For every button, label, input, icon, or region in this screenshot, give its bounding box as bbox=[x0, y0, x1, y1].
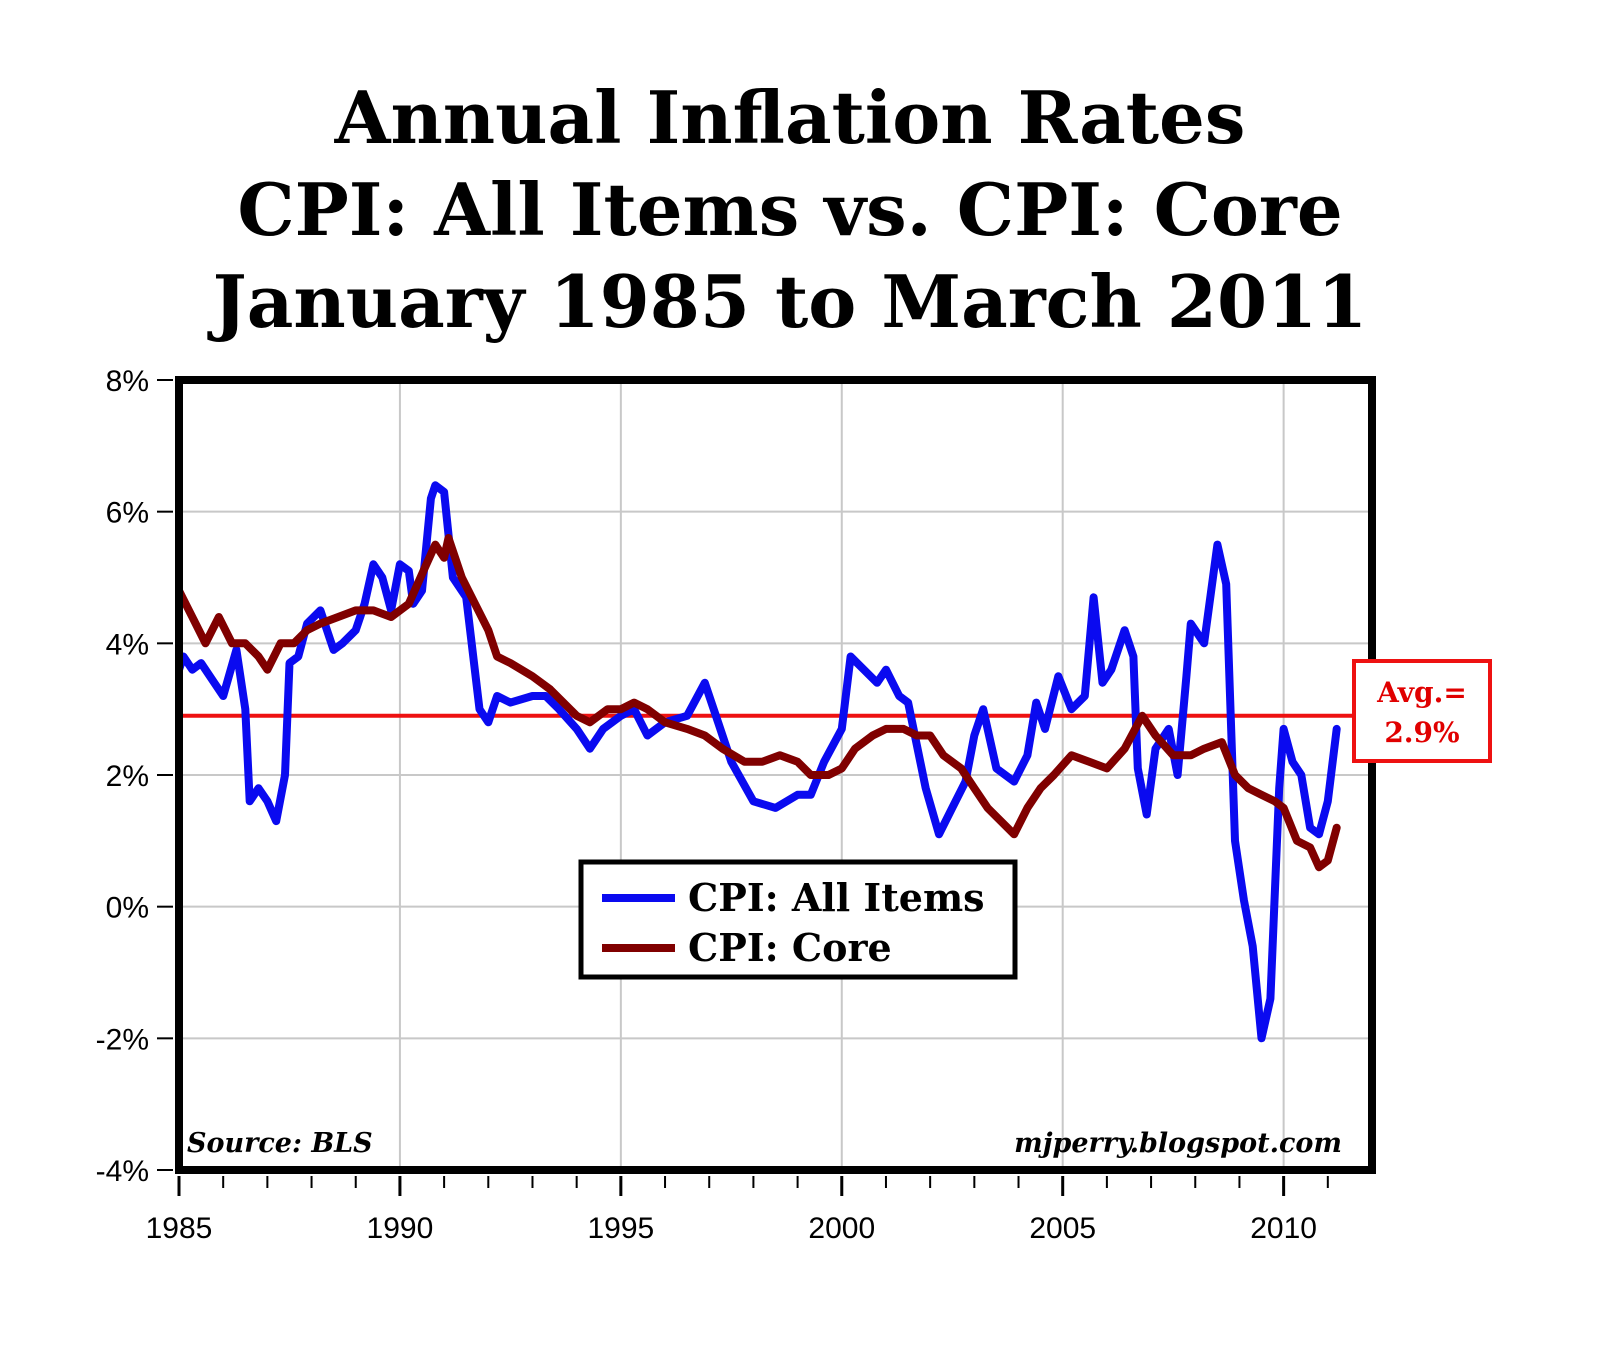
legend: CPI: All Items CPI: Core bbox=[578, 859, 1018, 980]
chart-title-line1: Annual Inflation Rates bbox=[334, 75, 1246, 160]
x-tick-label: 1985 bbox=[146, 1212, 213, 1245]
average-label: Avg.= bbox=[1376, 676, 1467, 709]
credit-note: mjperry.blogspot.com bbox=[1014, 1128, 1342, 1159]
y-tick-label: 2% bbox=[106, 760, 149, 793]
x-tick-label: 2005 bbox=[1029, 1212, 1096, 1245]
x-tick-label: 1995 bbox=[587, 1212, 654, 1245]
average-value: 2.9% bbox=[1384, 716, 1459, 749]
plot-frame bbox=[175, 376, 1376, 1174]
y-tick-label: 6% bbox=[106, 497, 149, 530]
x-tick-label: 1990 bbox=[367, 1212, 434, 1245]
series-line-all-items bbox=[175, 481, 1341, 1043]
y-tick-label: 4% bbox=[106, 628, 149, 661]
chart-title-line2: CPI: All Items vs. CPI: Core bbox=[237, 167, 1343, 252]
x-tick-label: 2000 bbox=[808, 1212, 875, 1245]
legend-label: CPI: All Items bbox=[688, 875, 985, 920]
legend-box bbox=[578, 859, 1018, 980]
y-tick-label: 8% bbox=[106, 365, 149, 398]
series-line-core bbox=[175, 534, 1341, 872]
average-box bbox=[1352, 659, 1492, 763]
average-annotation: Avg.= 2.9% bbox=[1352, 659, 1492, 763]
y-tick-label: -2% bbox=[96, 1023, 149, 1056]
legend-label: CPI: Core bbox=[688, 925, 892, 970]
y-tick-label: 0% bbox=[106, 892, 149, 925]
source-note: Source: BLS bbox=[187, 1128, 373, 1159]
y-tick-label: -4% bbox=[96, 1155, 149, 1188]
x-tick-label: 2010 bbox=[1250, 1212, 1317, 1245]
chart-title-line3: January 1985 to March 2011 bbox=[212, 259, 1368, 344]
